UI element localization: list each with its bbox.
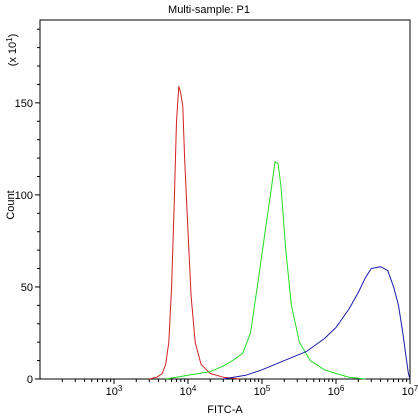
y-tick-label: 0 bbox=[27, 374, 33, 386]
series-group bbox=[149, 85, 411, 380]
y-tick-label: 100 bbox=[15, 190, 33, 202]
svg-text:(x 101): (x 101) bbox=[5, 34, 19, 67]
y-axis-label: Count bbox=[5, 190, 17, 219]
plot-frame bbox=[39, 19, 411, 380]
y-multiplier-suffix: ) bbox=[7, 34, 19, 38]
svg-text:Count: Count bbox=[5, 190, 17, 219]
chart-title: Multi-sample: P1 bbox=[168, 4, 250, 16]
x-axis-label: FITC-A bbox=[207, 404, 243, 416]
series-line-2 bbox=[165, 161, 366, 380]
x-tick-label: 106 bbox=[328, 384, 345, 398]
series-line-3 bbox=[223, 266, 411, 380]
x-tick-label: 103 bbox=[106, 384, 123, 398]
y-axis-multiplier: (x 101) bbox=[5, 34, 19, 67]
y-tick-label: 150 bbox=[15, 98, 33, 110]
y-multiplier-prefix: (x 10 bbox=[7, 42, 19, 66]
x-tick-label: 105 bbox=[254, 384, 271, 398]
series-line-1 bbox=[149, 85, 240, 380]
axis-ticks: 103 104 105 106 107 0 50 100 150 bbox=[15, 28, 418, 398]
y-multiplier-exponent: 1 bbox=[5, 37, 14, 42]
x-tick-label: 104 bbox=[180, 384, 197, 398]
x-tick-label: 107 bbox=[402, 384, 418, 398]
y-tick-label: 50 bbox=[21, 282, 33, 294]
